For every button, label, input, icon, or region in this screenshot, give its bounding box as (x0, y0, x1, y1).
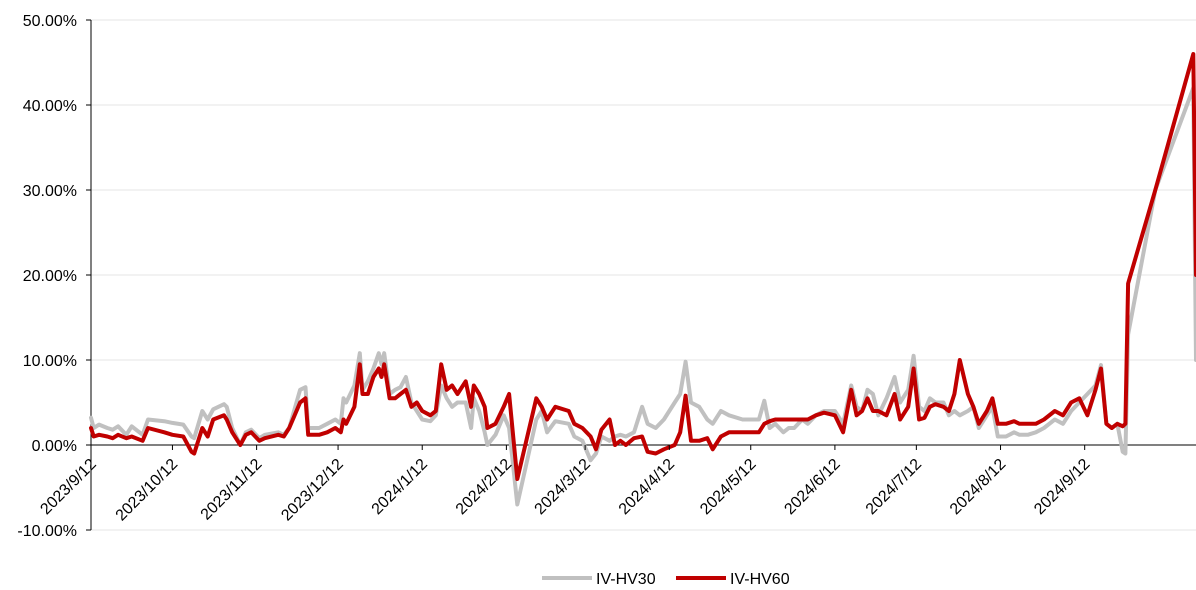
horizontal-gridlines (86, 19, 1196, 531)
y-tick-label: 20.00% (23, 268, 77, 285)
x-tick-label: 2024/6/12 (781, 456, 843, 518)
x-tick-label: 2023/12/12 (278, 456, 347, 525)
x-tick-label: 2023/10/12 (113, 456, 182, 525)
x-tick-label: 2023/11/12 (198, 456, 266, 524)
x-tick-label: 2024/3/12 (532, 456, 594, 518)
y-axis-tick-labels: 50.00% 40.00% 30.00% 20.00% 10.00% 0.00% -10.0… (17, 13, 77, 540)
y-tick-label: 40.00% (23, 98, 77, 115)
y-tick-label: 50.00% (23, 13, 77, 30)
x-tick-label: 2024/9/12 (1031, 456, 1093, 518)
x-tick-label: 2024/4/12 (616, 456, 678, 518)
x-tick-label: 2024/7/12 (863, 456, 925, 518)
legend: IV-HV30 IV-HV60 (542, 571, 790, 588)
series-lines (89, 52, 1196, 507)
legend-label-iv-hv60: IV-HV60 (730, 571, 790, 588)
series-line-iv-hv60 (89, 52, 1196, 481)
x-axis-tick-labels: 2023/9/12 2023/10/12 2023/11/12 2023/12/12 2… (37, 445, 1094, 525)
x-tick-label: 2024/8/12 (947, 456, 1009, 518)
legend-label-iv-hv30: IV-HV30 (596, 571, 656, 588)
x-tick-label: 2024/2/12 (453, 456, 515, 518)
x-tick-label: 2024/5/12 (697, 456, 759, 518)
y-tick-label: -10.00% (17, 523, 77, 540)
y-tick-label: 10.00% (23, 353, 77, 370)
x-tick-label: 2024/1/12 (369, 456, 431, 518)
series-line-iv-hv30 (89, 86, 1196, 507)
y-tick-label: 0.00% (32, 438, 77, 455)
y-tick-label: 30.00% (23, 183, 77, 200)
